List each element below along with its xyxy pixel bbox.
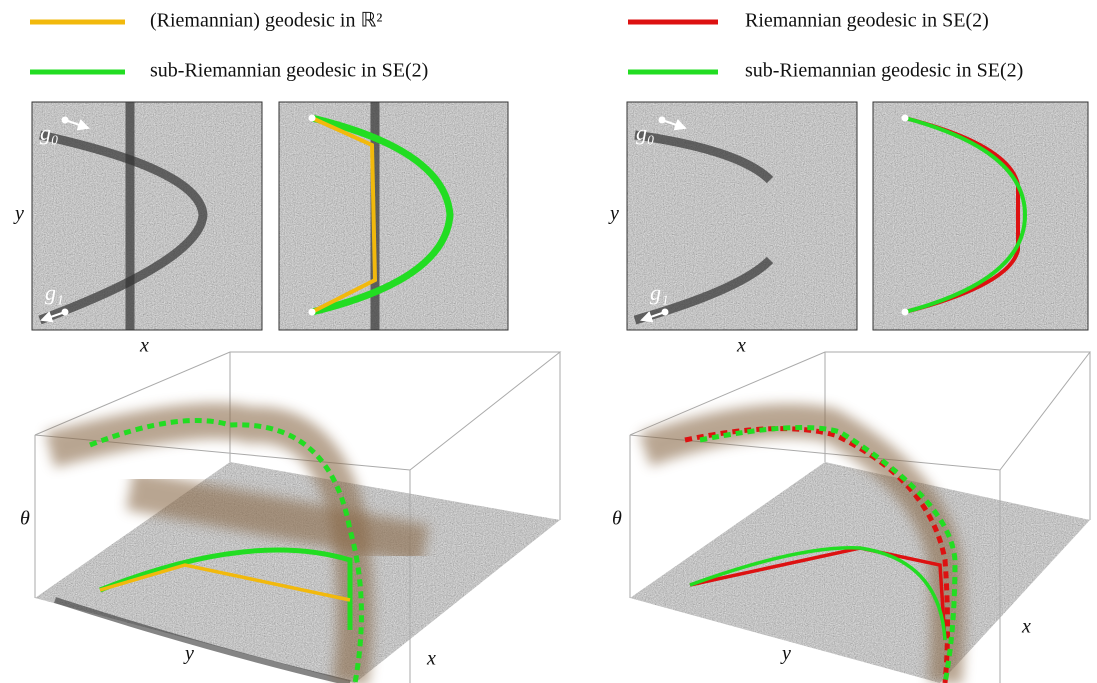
point — [309, 309, 316, 316]
floor — [35, 462, 560, 683]
axis-label: y — [183, 643, 194, 665]
legend-label: sub-Riemannian geodesic in SE(2) — [745, 60, 1023, 82]
point — [659, 117, 666, 124]
point — [62, 117, 69, 124]
legend-label: Riemannian geodesic in SE(2) — [745, 10, 989, 32]
left-panel: (Riemannian) geodesic in ℝ² sub-Riemanni… — [13, 10, 560, 683]
axis-label: x — [736, 335, 746, 357]
point — [902, 309, 909, 316]
point-label: g₀ — [636, 120, 655, 145]
axis-label: x — [426, 648, 436, 670]
axis-label: x — [139, 335, 149, 357]
point — [309, 115, 316, 122]
noise-image — [32, 102, 262, 330]
point-label: g₁ — [45, 280, 64, 305]
point — [902, 115, 909, 122]
axis-label: x — [1021, 616, 1031, 638]
floor — [630, 462, 1090, 683]
figure: (Riemannian) geodesic in ℝ² sub-Riemanni… — [0, 0, 1097, 683]
point — [62, 309, 69, 316]
axis-label: y — [13, 203, 24, 225]
point-label: g₁ — [650, 280, 669, 305]
axis-label: y — [608, 203, 619, 225]
axis-label: y — [780, 643, 791, 665]
noise-image — [279, 102, 508, 330]
right-panel: Riemannian geodesic in SE(2) sub-Riemann… — [608, 10, 1090, 683]
axis-label: θ — [612, 508, 622, 530]
legend-label: (Riemannian) geodesic in ℝ² — [150, 10, 382, 32]
point — [662, 309, 669, 316]
point-label: g₀ — [40, 120, 59, 145]
legend-label: sub-Riemannian geodesic in SE(2) — [150, 60, 428, 82]
axis-label: θ — [20, 508, 30, 530]
noise-image — [873, 102, 1088, 330]
